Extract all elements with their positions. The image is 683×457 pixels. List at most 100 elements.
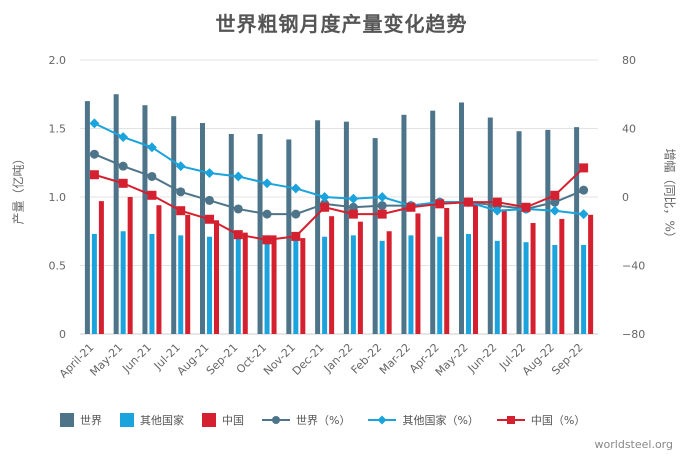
point-china[interactable] — [464, 197, 473, 207]
bar-world[interactable] — [343, 121, 349, 335]
point-others[interactable] — [290, 183, 301, 194]
point-china[interactable] — [147, 190, 157, 200]
point-china[interactable] — [118, 178, 128, 188]
bar-world[interactable] — [372, 138, 378, 334]
bar-world[interactable] — [113, 94, 119, 334]
bar-others[interactable] — [293, 236, 299, 334]
point-others[interactable] — [348, 193, 359, 204]
bar-china[interactable] — [242, 232, 248, 334]
bar-others[interactable] — [322, 236, 328, 334]
legend-item-world-bar[interactable]: 世界 — [60, 412, 102, 428]
point-china[interactable] — [262, 235, 272, 245]
point-world[interactable] — [89, 149, 99, 159]
bar-others[interactable] — [437, 236, 443, 334]
bar-world[interactable] — [574, 127, 580, 334]
bar-china[interactable] — [98, 201, 104, 334]
point-china[interactable] — [435, 199, 445, 209]
point-others[interactable] — [204, 168, 215, 178]
bar-others[interactable] — [207, 236, 212, 334]
point-world[interactable] — [348, 202, 358, 212]
point-world[interactable] — [579, 185, 589, 195]
point-others[interactable] — [492, 205, 503, 216]
point-others[interactable] — [578, 209, 589, 220]
point-world[interactable] — [147, 171, 157, 181]
bar-world[interactable] — [171, 116, 177, 334]
point-others[interactable] — [319, 192, 330, 202]
bar-world[interactable] — [430, 110, 436, 334]
bar-world[interactable] — [257, 133, 263, 334]
bar-china[interactable] — [357, 221, 363, 334]
point-others[interactable] — [118, 132, 129, 143]
bar-china[interactable] — [559, 218, 565, 334]
legend-item-china-bar[interactable]: 中国 — [202, 412, 244, 428]
point-china[interactable] — [521, 202, 531, 212]
point-china[interactable] — [377, 209, 387, 219]
point-world[interactable] — [377, 201, 387, 211]
bar-world[interactable] — [228, 133, 234, 334]
bar-world[interactable] — [545, 129, 551, 334]
bar-others[interactable] — [552, 244, 558, 334]
bar-world[interactable] — [401, 114, 407, 334]
bar-china[interactable] — [185, 214, 191, 334]
bar-others[interactable] — [379, 240, 385, 334]
bar-china[interactable] — [386, 231, 392, 334]
bar-china[interactable] — [214, 220, 219, 334]
bar-others[interactable] — [235, 236, 241, 334]
bar-china[interactable] — [271, 235, 277, 334]
point-world[interactable] — [550, 197, 560, 207]
point-others[interactable] — [175, 161, 186, 172]
bar-world[interactable] — [516, 131, 522, 334]
bar-china[interactable] — [329, 216, 335, 334]
bar-others[interactable] — [523, 242, 529, 334]
bar-china[interactable] — [415, 213, 421, 334]
point-china[interactable] — [233, 230, 243, 240]
bar-china[interactable] — [473, 202, 478, 334]
legend-item-others-line[interactable]: 其他国家（%） — [368, 412, 479, 428]
point-world[interactable] — [176, 187, 186, 197]
bar-others[interactable] — [350, 235, 356, 334]
point-others[interactable] — [146, 142, 157, 153]
point-others[interactable] — [549, 205, 560, 216]
point-china[interactable] — [89, 170, 99, 180]
point-world[interactable] — [291, 209, 301, 219]
bar-others[interactable] — [149, 233, 155, 334]
point-world[interactable] — [205, 195, 214, 205]
bar-world[interactable] — [200, 123, 205, 335]
bar-world[interactable] — [315, 120, 321, 334]
bar-china[interactable] — [588, 214, 594, 334]
point-china[interactable] — [406, 202, 416, 212]
point-china[interactable] — [205, 214, 214, 224]
bar-china[interactable] — [156, 205, 162, 334]
point-others[interactable] — [89, 118, 100, 129]
bar-others[interactable] — [178, 235, 184, 334]
point-china[interactable] — [291, 231, 301, 241]
point-china[interactable] — [550, 190, 560, 200]
bar-world[interactable] — [84, 101, 90, 334]
point-world[interactable] — [233, 204, 243, 214]
legend-item-world-line[interactable]: 世界（%） — [262, 412, 350, 428]
bar-others[interactable] — [91, 233, 97, 334]
bar-others[interactable] — [120, 231, 126, 334]
point-china[interactable] — [492, 197, 502, 207]
point-china[interactable] — [348, 209, 358, 219]
point-china[interactable] — [579, 163, 589, 173]
legend-item-others-bar[interactable]: 其他国家 — [120, 412, 184, 428]
point-world[interactable] — [262, 209, 272, 219]
legend-item-china-line[interactable]: 中国（%） — [496, 412, 585, 428]
bar-world[interactable] — [142, 105, 148, 335]
bar-china[interactable] — [501, 209, 507, 334]
bar-china[interactable] — [530, 223, 536, 334]
bar-world[interactable] — [459, 102, 464, 334]
bar-others[interactable] — [581, 244, 587, 334]
point-others[interactable] — [262, 178, 273, 189]
point-china[interactable] — [176, 206, 186, 216]
bar-others[interactable] — [408, 235, 414, 334]
point-china[interactable] — [320, 202, 330, 212]
bar-china[interactable] — [300, 238, 306, 334]
bar-china[interactable] — [127, 197, 133, 334]
bar-world[interactable] — [487, 117, 493, 334]
bar-china[interactable] — [444, 207, 450, 334]
bar-others[interactable] — [264, 236, 270, 334]
point-others[interactable] — [233, 171, 244, 182]
point-world[interactable] — [118, 161, 128, 171]
